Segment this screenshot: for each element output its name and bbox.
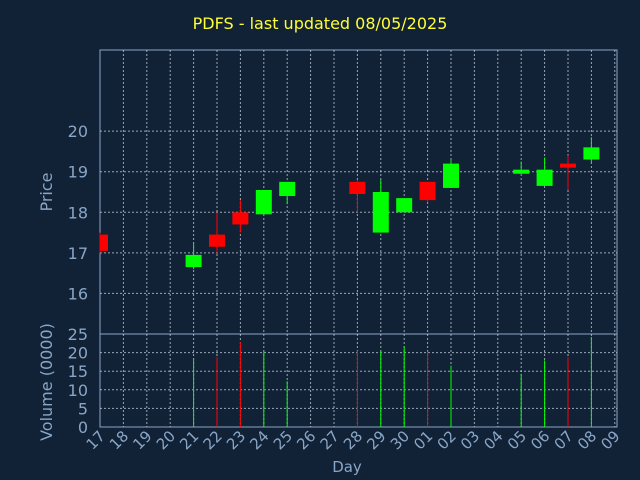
marks-layer: [99, 137, 600, 427]
price-tick-label: 16: [68, 284, 88, 303]
x-tick-label: 01: [410, 427, 436, 453]
x-tick-label: 02: [434, 427, 460, 453]
volume-panel-frame: [99, 333, 618, 428]
grid-layer: [99, 49, 618, 428]
volume-tick-label: 10: [68, 381, 88, 400]
candle-body: [396, 198, 413, 213]
x-tick-label: 24: [246, 427, 272, 453]
x-tick-label: 29: [363, 427, 389, 453]
volume-tick-label: 15: [68, 362, 88, 381]
x-tick-label: 07: [551, 427, 577, 453]
price-tick-label: 17: [68, 244, 88, 263]
candle-body: [419, 181, 436, 201]
candle-body: [583, 147, 600, 160]
x-tick-label: 21: [176, 427, 202, 453]
x-tick-label: 28: [340, 427, 366, 453]
x-tick-label: 25: [270, 427, 296, 453]
candle-body: [100, 234, 108, 251]
candle-body: [372, 192, 389, 233]
x-tick-label: 20: [153, 427, 179, 453]
volume-tick-label: 25: [68, 325, 88, 344]
price-tick-label: 19: [68, 163, 88, 182]
x-tick-label: 27: [317, 427, 343, 453]
candle-body: [443, 163, 459, 188]
candle-body: [560, 163, 576, 168]
x-tick-label: 08: [574, 427, 600, 453]
volume-tick-label: 20: [68, 344, 88, 363]
candle-body: [185, 254, 202, 268]
candle-body: [349, 181, 366, 195]
price-tick-label: 18: [68, 203, 88, 222]
x-tick-label: 04: [480, 427, 506, 453]
volume-tick-label: 5: [78, 399, 88, 418]
x-tick-label: 03: [457, 427, 483, 453]
x-tick-label: 23: [223, 427, 249, 453]
candle-body: [279, 181, 296, 197]
candle-body: [513, 169, 530, 174]
x-tick-label: 26: [293, 427, 319, 453]
x-tick-label: 06: [527, 427, 553, 453]
x-tick-label: 22: [200, 427, 226, 453]
candle-body: [209, 234, 225, 247]
price-axis-label: Price: [37, 172, 56, 211]
x-tick-label: 05: [504, 427, 530, 453]
candle-body: [255, 189, 272, 215]
candle-body: [232, 212, 249, 225]
volume-axis-label: Volume (0000): [37, 323, 56, 441]
price-tick-label: 20: [68, 122, 88, 141]
x-tick-label: 30: [387, 427, 413, 453]
x-tick-label: 09: [597, 427, 623, 453]
x-tick-label: 18: [106, 427, 132, 453]
chart-title: PDFS - last updated 08/05/2025: [192, 14, 448, 33]
candle-body: [536, 169, 553, 186]
volume-tick-label: 0: [78, 418, 88, 437]
x-axis-label: Day: [332, 458, 362, 476]
x-tick-label: 19: [129, 427, 155, 453]
